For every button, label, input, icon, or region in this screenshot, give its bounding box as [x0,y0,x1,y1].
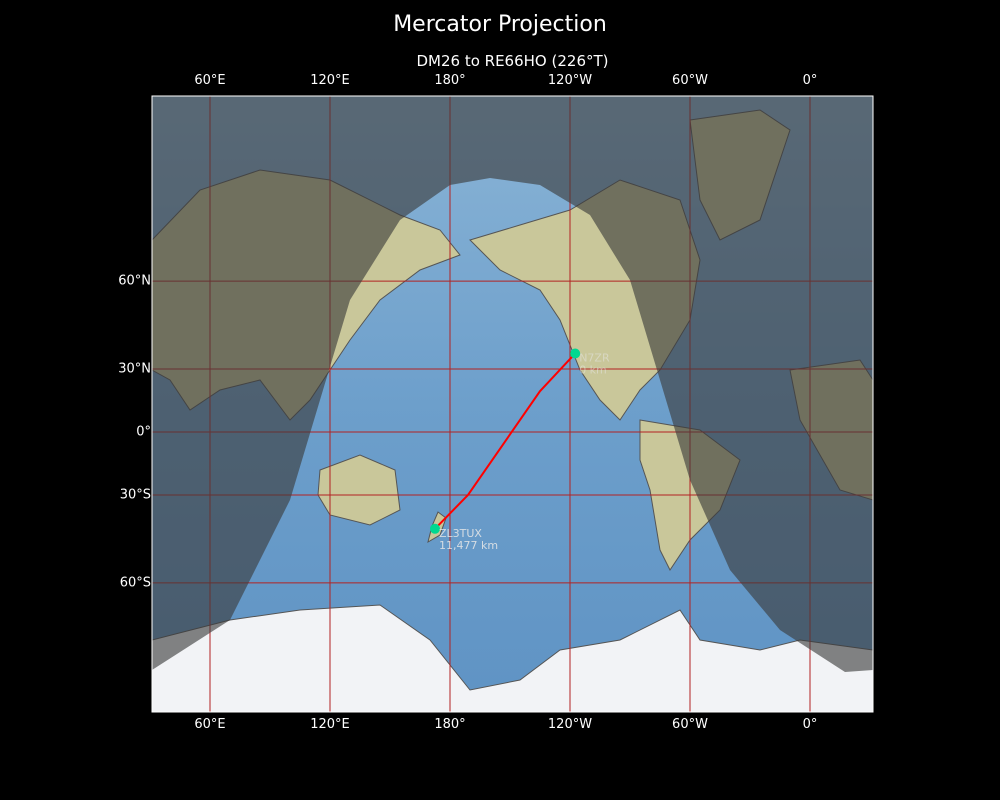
land-antarctica [152,604,873,712]
x-tick-label-bottom: 180° [434,717,466,732]
great-circle-path [434,352,576,530]
y-tick-label: 0° [136,424,151,440]
x-tick-label-bottom: 120°W [547,717,593,732]
y-tick-label: 60°S [119,575,151,591]
station-marker[interactable] [570,348,581,359]
y-tick-label: 30°S [119,487,151,503]
station-call-label: N7ZR [579,351,610,364]
x-tick-label-top: 180° [434,73,466,88]
station-distance-label: 11,477 km [439,539,498,552]
x-tick-label-bottom: 0° [802,717,818,732]
station-distance-label: 0 km [579,363,607,376]
station-marker[interactable] [430,523,440,534]
x-tick-label-bottom: 120°E [310,717,350,732]
map-title: Mercator Projection [393,12,607,37]
x-tick-label-top: 120°E [310,73,350,88]
x-tick-label-top: 60°E [194,73,226,88]
map-frame [151,95,874,713]
y-tick-label: 60°N [118,273,151,289]
x-tick-label-top: 60°W [672,73,708,88]
night-shade [152,96,873,672]
x-tick-label-bottom: 60°W [672,717,708,732]
land-australia [317,454,401,526]
x-tick-label-bottom: 60°E [194,717,226,732]
map-subtitle: DM26 to RE66HO (226°T) [416,52,609,70]
station-call-label: ZL3TUX [439,527,482,540]
x-tick-label-top: 120°W [547,73,593,88]
x-tick-label-top: 0° [802,73,818,88]
y-tick-label: 30°N [118,361,151,377]
